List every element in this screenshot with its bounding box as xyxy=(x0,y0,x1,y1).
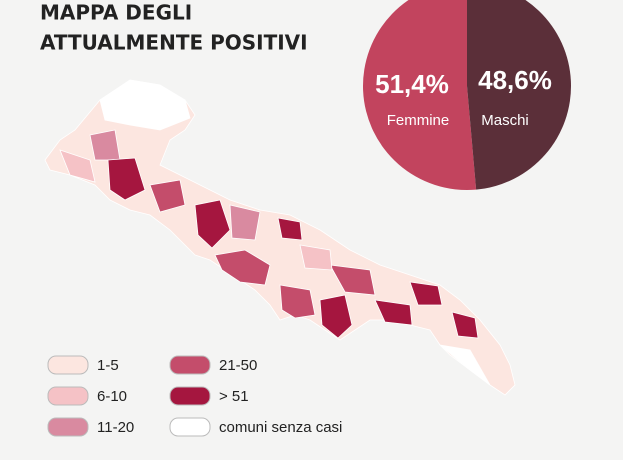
legend-label: 21-50 xyxy=(219,357,257,374)
slice-name: Femmine xyxy=(387,112,450,129)
area xyxy=(107,157,146,201)
area xyxy=(319,294,353,339)
area xyxy=(329,264,376,296)
area xyxy=(451,311,479,339)
slice-value-label: 51,4% xyxy=(375,69,449,99)
legend-swatch xyxy=(169,417,211,437)
area xyxy=(279,284,316,319)
area xyxy=(299,244,333,271)
area xyxy=(438,344,491,386)
pie: 51,4% Femmine 48,6% Maschi xyxy=(363,0,571,190)
area xyxy=(409,281,443,306)
title-line: MAPPA DEGLI xyxy=(40,1,192,25)
slice-name: Maschi xyxy=(481,112,529,129)
pie-slice xyxy=(467,0,571,190)
title-line: ATTUALMENTE POSITIVI xyxy=(40,31,308,55)
area xyxy=(99,79,191,131)
legend-swatch xyxy=(47,386,89,406)
legend-label: 11-20 xyxy=(97,419,134,436)
legend-swatch xyxy=(169,386,211,406)
area xyxy=(374,299,413,326)
area xyxy=(149,179,186,213)
slice-value-label: 48,6% xyxy=(478,65,552,95)
area xyxy=(229,204,261,241)
legend-label: 1-5 xyxy=(97,357,119,374)
area xyxy=(277,217,303,241)
map xyxy=(44,79,516,396)
legend: 1-5 6-10 11-20 21-50 > 51 comuni senza casi xyxy=(47,355,342,437)
legend-label: > 51 xyxy=(219,388,249,405)
area xyxy=(214,249,271,286)
area xyxy=(59,149,96,183)
legend-swatch xyxy=(47,355,89,375)
legend-swatch xyxy=(47,417,89,437)
legend-label: comuni senza casi xyxy=(219,419,342,436)
legend-label: 6-10 xyxy=(97,388,127,405)
area xyxy=(89,129,121,161)
legend-swatch xyxy=(169,355,211,375)
area xyxy=(194,199,231,249)
pie-slice xyxy=(363,0,477,190)
